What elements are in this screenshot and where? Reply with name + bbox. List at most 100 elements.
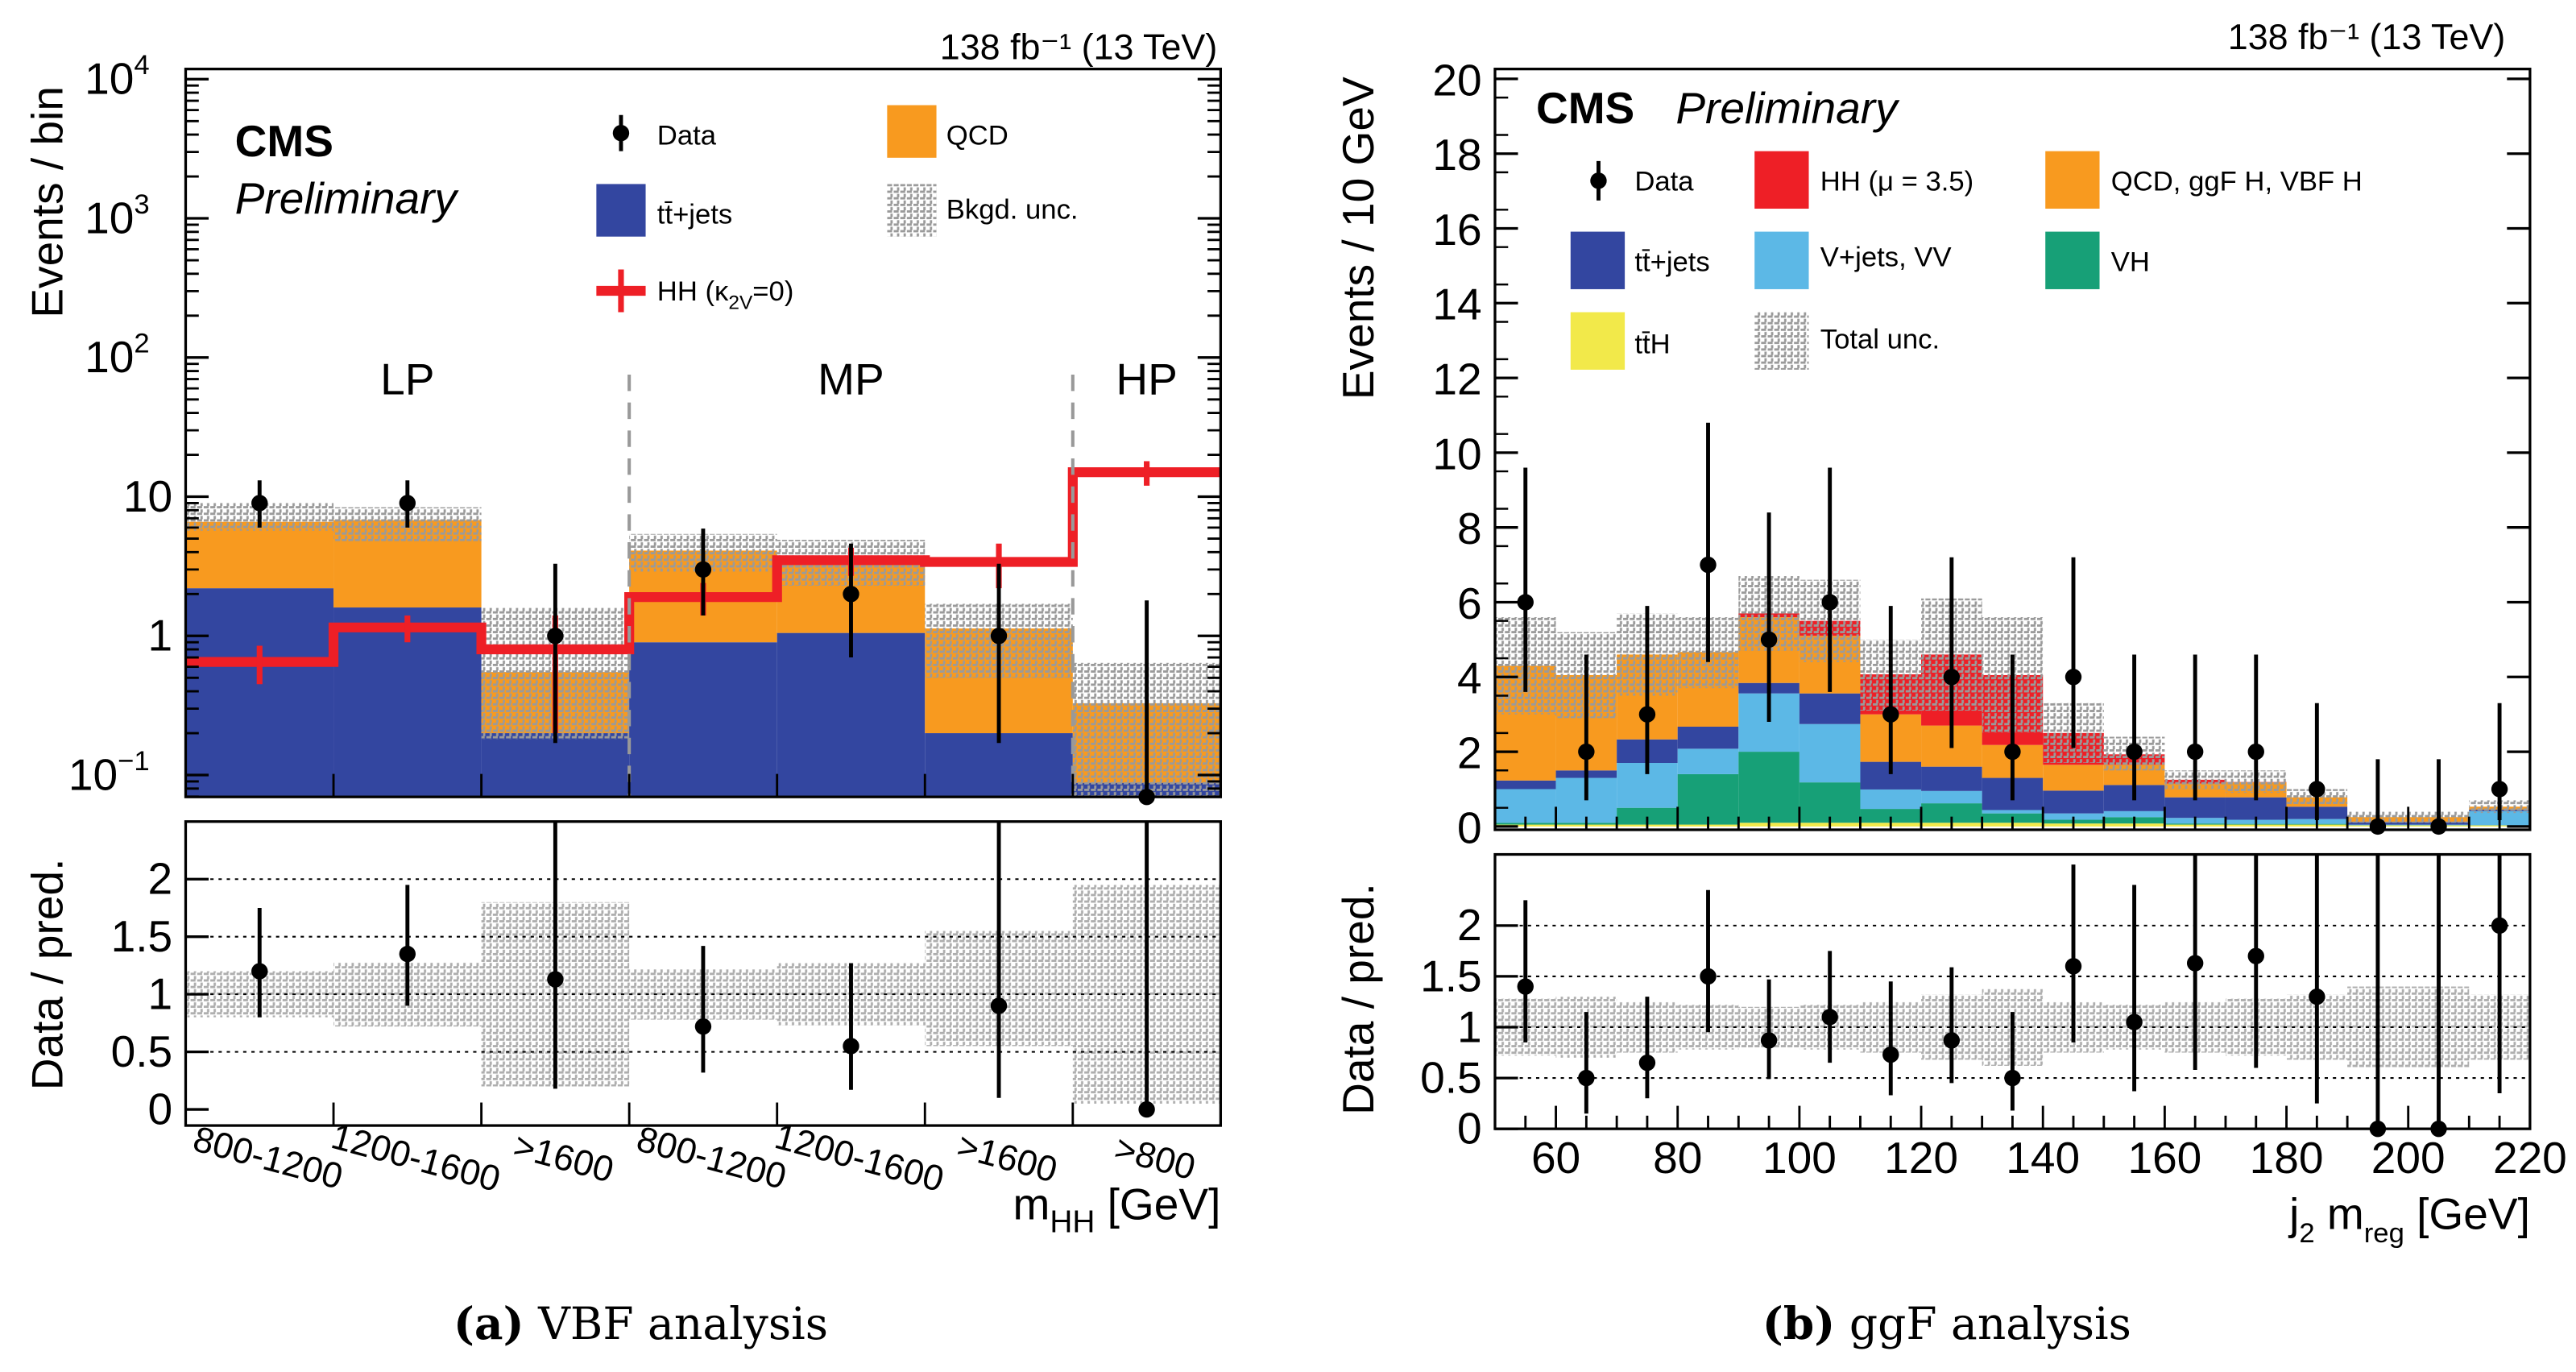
stack-bar-VjetsVV [2103, 810, 2165, 818]
text-part: 10 [68, 749, 118, 799]
y-tick-label: 2 [1457, 727, 1482, 777]
x-axis-title: j2 mreg [GeV] [2288, 1189, 2530, 1249]
x-tick-label: 180 [2250, 1133, 2324, 1183]
ratio-y-axis-title: Data / pred. [1333, 883, 1383, 1115]
ratio-point [2186, 955, 2204, 972]
ratio-point [1882, 1046, 1899, 1063]
ratio-y-tick-label: 2 [148, 854, 173, 904]
data-point [2247, 743, 2264, 761]
text-part: (a) [453, 1297, 524, 1349]
y-tick-label: 16 [1432, 205, 1481, 255]
ratio-point [2491, 917, 2508, 935]
x-tick-label: 160 [2127, 1133, 2201, 1183]
stack-bar-ttjets [481, 733, 630, 798]
legend-label: VH [2111, 247, 2150, 278]
legend-label: V+jets, VV [1820, 242, 1952, 272]
data-point [1700, 556, 1717, 574]
legend-unc-swatch [887, 184, 937, 237]
legend-label: QCD, ggF H, VBF H [2111, 167, 2363, 197]
data-point [399, 495, 416, 512]
text-part: 2V [728, 292, 753, 313]
preliminary-label: Preliminary [1675, 83, 1900, 133]
text-part: (b) [1762, 1297, 1836, 1349]
ratio-y-tick-label: 1.5 [1420, 951, 1482, 1001]
ratio-plot-frame [1493, 852, 2532, 1130]
data-point [694, 561, 712, 578]
y-tick-label: 1 [148, 611, 173, 661]
x-tick-label: 80 [1653, 1133, 1702, 1183]
y-tick-label: 4 [1457, 653, 1482, 703]
ratio-point [1760, 1032, 1778, 1049]
ratio-point [843, 1038, 859, 1055]
stack-bar-ttjets [1494, 780, 1556, 790]
x-tick-label: 120 [1884, 1133, 1958, 1183]
text-part: 2 [2299, 1218, 2314, 1249]
stack-bar-VH [1677, 773, 1739, 825]
stack-bar-QCD [185, 521, 334, 589]
main-plot-frame [1493, 68, 2532, 831]
stack-bar-ttjets [185, 588, 334, 798]
legend-qcd-swatch [887, 105, 937, 158]
stack-bar-ttjets [1799, 693, 1861, 724]
x-category-label: 800-1200 [632, 1118, 790, 1197]
legend-data-icon [1590, 172, 1607, 189]
ratio-point [2065, 958, 2082, 975]
data-point [2309, 781, 2325, 798]
stack-bar-ttjets [2043, 790, 2104, 814]
legend-label: HH (μ = 3.5) [1820, 167, 1973, 197]
data-point [843, 586, 859, 603]
text-part: 2 [134, 329, 149, 359]
text-part [1835, 1298, 1849, 1349]
text-part: [GeV] [2404, 1189, 2530, 1239]
text-part: ggF analysis [1849, 1298, 2131, 1349]
data-point [1578, 743, 1595, 761]
ratio-point [1943, 1032, 1961, 1049]
y-tick-label: 6 [1457, 578, 1482, 628]
y-tick-label: 10 [123, 471, 172, 521]
ratio-y-tick-label: 0 [1457, 1104, 1482, 1154]
data-point [1760, 631, 1778, 649]
ratio-point [547, 971, 564, 988]
stack-bar-VjetsVV [1677, 748, 1739, 774]
y-tick-label: 102 [85, 329, 150, 382]
y-tick-label: 20 [1432, 55, 1481, 105]
x-tick-label: 200 [2371, 1133, 2446, 1183]
ratio-point [2004, 1069, 2021, 1087]
legend-swatch-ttH [1570, 312, 1626, 370]
stack-bar-ttjets [1677, 726, 1739, 749]
ratio-y-tick-label: 0.5 [1420, 1052, 1482, 1102]
ratio-point [1578, 1069, 1595, 1087]
y-axis-title: Events / bin [23, 86, 72, 318]
cms-logo: CMS [235, 116, 333, 166]
stack-bar-ttjets [629, 642, 777, 798]
stack-bar-VH [1860, 809, 1922, 823]
y-tick-label: 0 [1457, 802, 1482, 852]
text-part: j [2288, 1189, 2299, 1239]
stack-bar-ttjets [2225, 797, 2287, 820]
data-point [990, 628, 1008, 645]
ratio-point [1138, 1101, 1155, 1118]
legend-unc-label: Bkgd. unc. [946, 194, 1079, 225]
main-plot-frame [184, 68, 1223, 798]
text-part [524, 1298, 539, 1349]
x-category-label: 800-1200 [189, 1118, 347, 1197]
stack-bar-VjetsVV [1860, 789, 1922, 810]
ratio-y-tick-label: 1 [148, 968, 173, 1018]
text-part: HH (κ [657, 276, 729, 307]
y-tick-label: 8 [1457, 504, 1482, 553]
caption: (a) VBF analysis [453, 1297, 828, 1349]
preliminary-label: Preliminary [235, 173, 460, 223]
legend-data-label: Data [1634, 167, 1694, 197]
ratio-point [1700, 968, 1717, 985]
legend-qcd-label: QCD [946, 120, 1008, 151]
ratio-point [399, 945, 416, 963]
stack-bar-VjetsVV [2043, 813, 2104, 820]
lumi-label: 138 fb⁻¹ (13 TeV) [2228, 16, 2506, 57]
data-point [1517, 594, 1534, 611]
stack-bar-VH [1799, 782, 1861, 823]
text-part: 10 [85, 193, 134, 242]
text-part: HH [1050, 1205, 1095, 1240]
